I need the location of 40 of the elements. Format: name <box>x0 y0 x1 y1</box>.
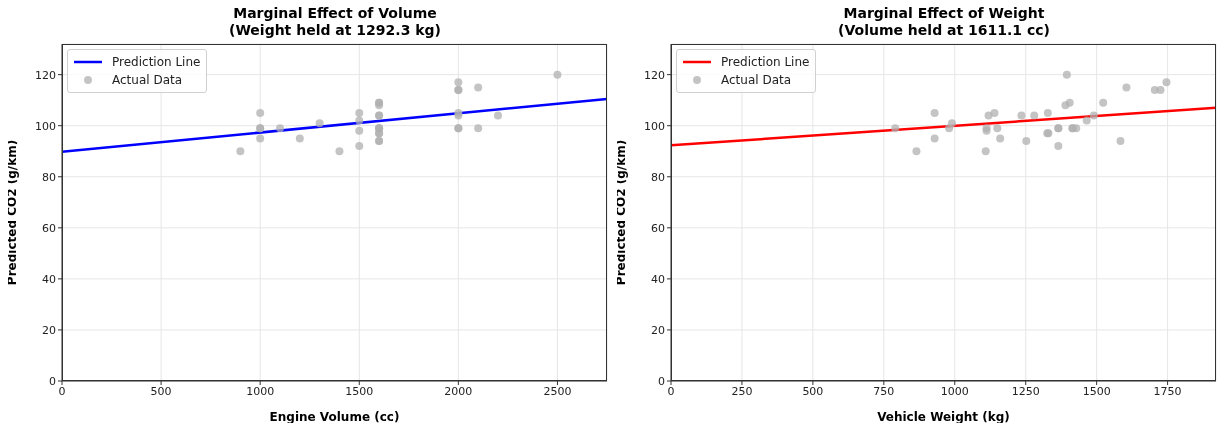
legend-label: Prediction Line <box>721 54 810 71</box>
x-axis-title: Vehicle Weight (kg) <box>877 410 1010 423</box>
chart-subtitle: (Volume held at 1611.1 cc) <box>837 22 1051 39</box>
y-tick-label: 0 <box>658 374 665 388</box>
x-tick-label: 1250 <box>1011 384 1040 398</box>
legend-label: Actual Data <box>112 72 183 89</box>
y-tick-label: 80 <box>651 170 665 184</box>
x-tick-label: 1000 <box>940 384 969 398</box>
chart-title: Marginal Effect of Volume <box>232 5 438 22</box>
y-tick-label: 100 <box>644 119 665 133</box>
y-tick-label: 60 <box>651 221 665 235</box>
y-tick-label: 100 <box>35 119 56 133</box>
y-axis-title: Predicted CO2 (g/km) <box>614 139 629 286</box>
y-tick-label: 60 <box>42 221 56 235</box>
x-tick-label: 500 <box>802 384 824 398</box>
x-tick-label: 1500 <box>1082 384 1111 398</box>
y-tick-label: 40 <box>651 272 665 286</box>
x-tick-label: 500 <box>150 384 172 398</box>
x-tick-label: 750 <box>873 384 895 398</box>
x-tick-label: 0 <box>667 384 675 398</box>
x-tick-label: 1000 <box>246 384 275 398</box>
y-tick-label: 120 <box>644 68 665 82</box>
y-tick-label: 40 <box>42 272 56 286</box>
y-tick-label: 20 <box>651 323 665 337</box>
legend-label: Actual Data <box>721 72 792 89</box>
chart-title: Marginal Effect of Weight <box>842 5 1046 22</box>
x-tick-label: 250 <box>731 384 753 398</box>
x-tick-label: 1750 <box>1153 384 1182 398</box>
y-tick-label: 80 <box>42 170 56 184</box>
y-tick-label: 120 <box>35 68 56 82</box>
y-axis-title: Predicted CO2 (g/km) <box>5 139 20 286</box>
x-axis-title: Engine Volume (cc) <box>269 410 400 423</box>
x-tick-label: 2500 <box>543 384 572 398</box>
y-tick-label: 20 <box>42 323 56 337</box>
x-tick-label: 1500 <box>345 384 374 398</box>
chart-subtitle: (Weight held at 1292.3 kg) <box>228 22 442 39</box>
x-tick-label: 0 <box>58 384 66 398</box>
legend-label: Prediction Line <box>112 54 201 71</box>
y-tick-label: 0 <box>49 374 56 388</box>
x-tick-label: 2000 <box>444 384 473 398</box>
